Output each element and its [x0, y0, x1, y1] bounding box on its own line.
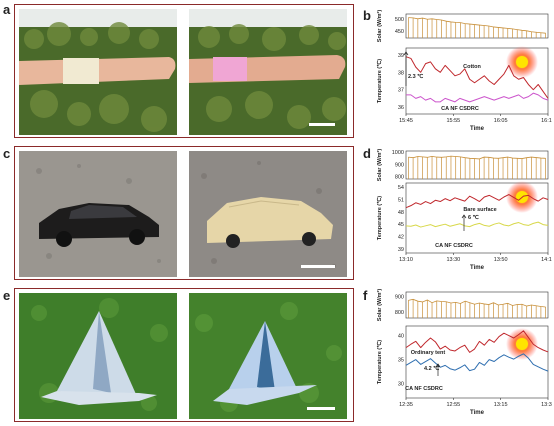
solar-line: [408, 298, 546, 308]
temp-ytick-label: 37: [398, 88, 404, 94]
annotation-arrowhead: [435, 363, 441, 368]
photo-frame-c: [14, 146, 354, 280]
solar-axes-frame: [405, 150, 549, 180]
temp-ylabel: Temperature (℃): [376, 340, 383, 384]
sun-core: [516, 338, 528, 350]
temp-ytick-label: 36: [398, 105, 404, 111]
temp-ytick-label: 45: [398, 222, 404, 228]
series-label: CA NF CSDRC: [405, 386, 443, 392]
temp-ytick-label: 39: [398, 53, 404, 59]
series-line: [405, 221, 549, 228]
panel-label-b: b: [363, 8, 371, 23]
photo-arm-csdrc: [189, 9, 347, 135]
series-label: CA NF CSDRC: [441, 106, 479, 112]
xtick-label: 13:30: [446, 257, 460, 263]
temp-ytick-label: 39: [398, 247, 404, 253]
sun-icon: [506, 328, 538, 360]
solar-ylabel: Solar (W/m²): [376, 10, 383, 42]
series-line: [405, 194, 549, 209]
temp-ytick-label: 54: [398, 185, 404, 191]
series-line: [405, 353, 549, 372]
photo-car-bare: [19, 151, 177, 277]
photo-frame-a: [14, 4, 354, 138]
temp-ytick-label: 51: [398, 197, 404, 203]
solar-ytick-label: 900: [395, 295, 404, 301]
photo-car-covered: [189, 151, 347, 277]
xlabel: Time: [470, 265, 485, 271]
xtick-label: 16:15: [541, 118, 552, 124]
solar-ytick-label: 500: [395, 17, 404, 23]
scale-bar: [307, 407, 335, 410]
series-label: Cotton: [463, 64, 481, 70]
chart-panel-b: 500 450 Solar (W/m²) Cotton CA NF CSDRC 39 38 3…: [376, 10, 552, 132]
xtick-label: 12:55: [446, 402, 460, 408]
xtick-label: 15:45: [399, 118, 413, 124]
series-line: [406, 92, 549, 103]
xtick-label: 13:50: [494, 257, 508, 263]
temp-ytick-label: 40: [398, 334, 404, 340]
panel-label-c: c: [3, 146, 11, 161]
solar-line: [408, 17, 546, 34]
temp-axes-frame: [405, 325, 549, 399]
annotation-label: 4.2 ℃: [424, 365, 440, 372]
xtick-label: 16:05: [494, 118, 508, 124]
temp-ytick-label: 38: [398, 70, 404, 76]
temp-ytick-label: 30: [398, 382, 404, 388]
solar-ytick-label: 450: [395, 29, 404, 35]
annotation-arrowhead: [403, 51, 409, 56]
solar-ytick-label: 1000: [392, 150, 404, 156]
scale-bar: [309, 123, 335, 126]
xtick-label: 13:10: [399, 257, 413, 263]
sun-core: [516, 56, 528, 68]
solar-line: [408, 155, 546, 160]
xtick-label: 14:10: [541, 257, 552, 263]
solar-ytick-label: 800: [395, 310, 404, 316]
series-label: Bare surface: [463, 207, 496, 213]
sun-icon: [506, 46, 538, 78]
temp-ytick-label: 48: [398, 210, 404, 216]
solar-axes-frame: [405, 13, 549, 39]
series-line: [405, 330, 549, 353]
temp-ytick-label: 42: [398, 235, 404, 241]
temp-ylabel: Temperature (℃): [376, 59, 383, 103]
annotation-label: 6 ℃: [468, 214, 480, 221]
panel-label-d: d: [363, 146, 371, 161]
chart-panel-f: 900 800 Solar (W/m²) Ordinary tent CA NF CSD…: [376, 289, 552, 416]
xlabel: Time: [470, 126, 485, 132]
xtick-label: 13:35: [541, 402, 552, 408]
solar-ytick-label: 900: [395, 162, 404, 168]
xtick-label: 12:35: [399, 402, 413, 408]
xlabel: Time: [470, 410, 485, 416]
solar-ylabel: Solar (W/m²): [376, 149, 383, 182]
solar-axes-frame: [405, 291, 549, 319]
photo-tent-csdrc: [189, 293, 347, 419]
annotation-label: 2.3 ℃: [408, 73, 424, 80]
annotation-arrowhead: [461, 214, 467, 219]
chart-panel-d: 1000 900 800 Solar (W/m²) Bare surface CA NF …: [376, 149, 552, 271]
solar-ylabel: Solar (W/m²): [376, 289, 383, 322]
scale-bar: [301, 265, 335, 268]
xtick-label: 15:55: [446, 118, 460, 124]
temp-axes-frame: [405, 182, 549, 254]
series-label: Ordinary tent: [411, 350, 446, 356]
panel-label-f: f: [363, 288, 368, 303]
panel-label-e: e: [3, 288, 11, 303]
xtick-label: 13:15: [494, 402, 508, 408]
temp-ylabel: Temperature (℃): [376, 196, 383, 240]
photo-arm-cotton: [19, 9, 177, 135]
temp-ytick-label: 35: [398, 358, 404, 364]
series-label: CA NF CSDRC: [435, 243, 473, 249]
photo-tent-ordinary: [19, 293, 177, 419]
series-line: [405, 56, 549, 99]
solar-ytick-label: 800: [395, 175, 404, 181]
photo-frame-e: [14, 288, 354, 422]
panel-label-a: a: [3, 2, 11, 17]
